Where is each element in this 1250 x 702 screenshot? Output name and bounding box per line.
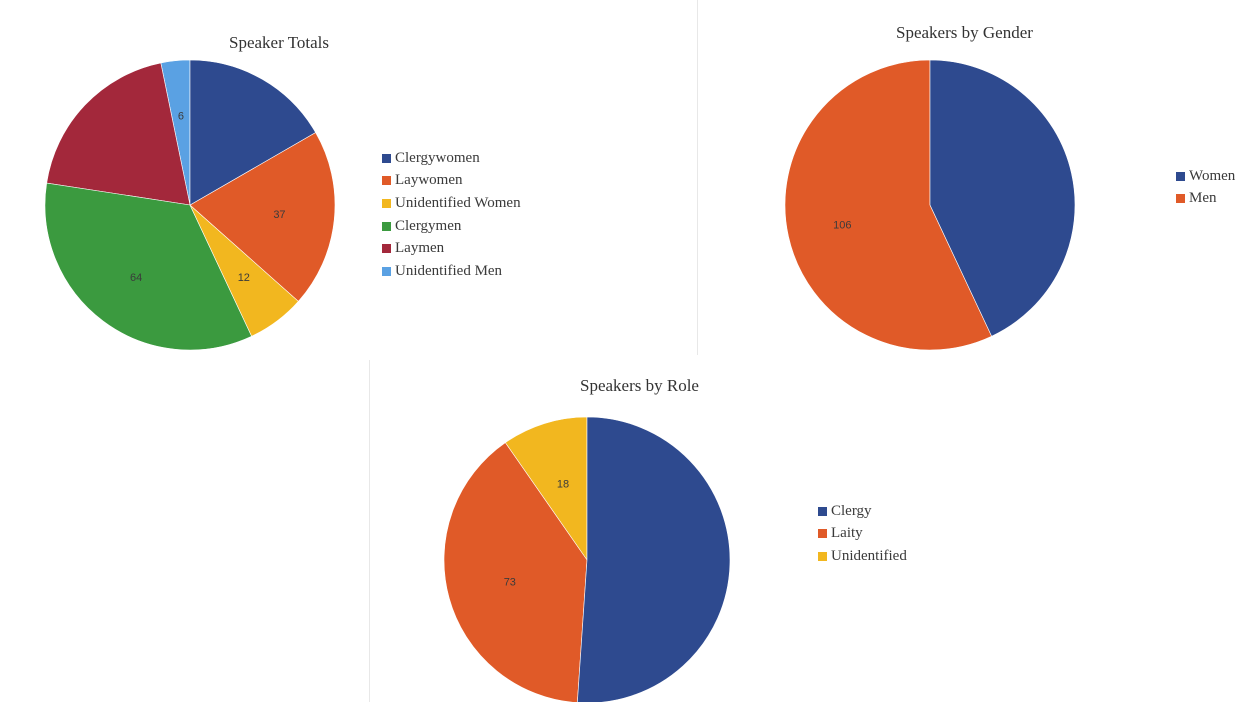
data-label-clergymen: 64 <box>130 272 142 284</box>
legend-swatch <box>382 176 391 186</box>
legend-item-clergywomen: Clergywomen <box>382 147 521 170</box>
data-label-laywomen: 37 <box>273 209 285 221</box>
chart-title: Speaker Totals <box>229 33 329 52</box>
divider-vertical-top <box>697 0 698 355</box>
chart-title: Speakers by Gender <box>896 23 1033 42</box>
data-label-unidentified-women: 12 <box>238 272 250 284</box>
legend-label: Clergy <box>831 502 872 519</box>
slice-women <box>929 59 1076 337</box>
slice-clergywomen <box>189 59 316 206</box>
chart-title: Speakers by Role <box>580 376 699 395</box>
legend-label: Laity <box>831 525 863 542</box>
divider-vertical-bottom <box>369 360 370 702</box>
legend-swatch <box>382 244 391 254</box>
slice-unidentified <box>504 416 588 561</box>
legend-label: Men <box>1189 190 1217 207</box>
legend-swatch <box>382 266 391 276</box>
data-label-laity: 73 <box>504 576 516 588</box>
legend-label: Laywomen <box>395 172 463 189</box>
legend-item-laity: Laity <box>818 523 907 546</box>
legend-swatch <box>818 506 827 516</box>
legend-item-unidentified: Unidentified <box>818 545 907 568</box>
data-label-unidentified-men: 6 <box>178 111 184 123</box>
legend-item-laywomen: Laywomen <box>382 170 521 193</box>
pie-speakers-by-gender: 106 <box>784 59 1076 351</box>
legend-label: Laymen <box>395 240 445 257</box>
legend-item-unidentified-men: Unidentified Men <box>382 260 521 283</box>
legend-item-unidentified-women: Unidentified Women <box>382 192 521 215</box>
legend-label: Unidentified Women <box>395 194 521 211</box>
legend-label: Unidentified Men <box>395 262 503 279</box>
slice-clergy <box>577 416 731 702</box>
legend: Women Men <box>1176 165 1235 210</box>
slice-laywomen <box>189 132 336 302</box>
chart-speakers-by-gender: Speakers by Gender 106 Women Men <box>784 23 1235 351</box>
legend-swatch <box>382 221 391 231</box>
slice-clergymen <box>44 182 253 351</box>
chart-speaker-totals: Speaker Totals 6 64 12 37 Clergywomen Laywom… <box>0 0 700 360</box>
legend-swatch <box>382 153 391 163</box>
legend: Clergy Laity Unidentified <box>818 500 907 568</box>
legend-label: Clergymen <box>395 217 462 234</box>
data-label-men: 106 <box>833 220 851 232</box>
legend-item-clergy: Clergy <box>818 500 907 523</box>
legend: Clergywomen Laywomen Unidentified Women Cle… <box>382 147 521 283</box>
legend-swatch <box>818 529 827 539</box>
slice-laity <box>443 442 588 702</box>
legend-item-women: Women <box>1176 165 1235 188</box>
legend-item-men: Men <box>1176 188 1235 211</box>
legend-label: Clergywomen <box>395 149 480 166</box>
slice-men <box>784 59 993 351</box>
pie-speaker-totals: 6 64 12 37 <box>44 59 336 351</box>
data-label-unidentified: 18 <box>557 479 569 491</box>
legend-label: Unidentified <box>831 547 907 564</box>
legend-swatch <box>818 551 827 561</box>
legend-label: Women <box>1189 167 1236 184</box>
legend-swatch <box>1176 194 1185 204</box>
slice-laymen <box>46 62 191 206</box>
legend-swatch <box>382 198 391 208</box>
legend-swatch <box>1176 171 1185 181</box>
legend-item-clergymen: Clergymen <box>382 215 521 238</box>
legend-item-laymen: Laymen <box>382 237 521 260</box>
